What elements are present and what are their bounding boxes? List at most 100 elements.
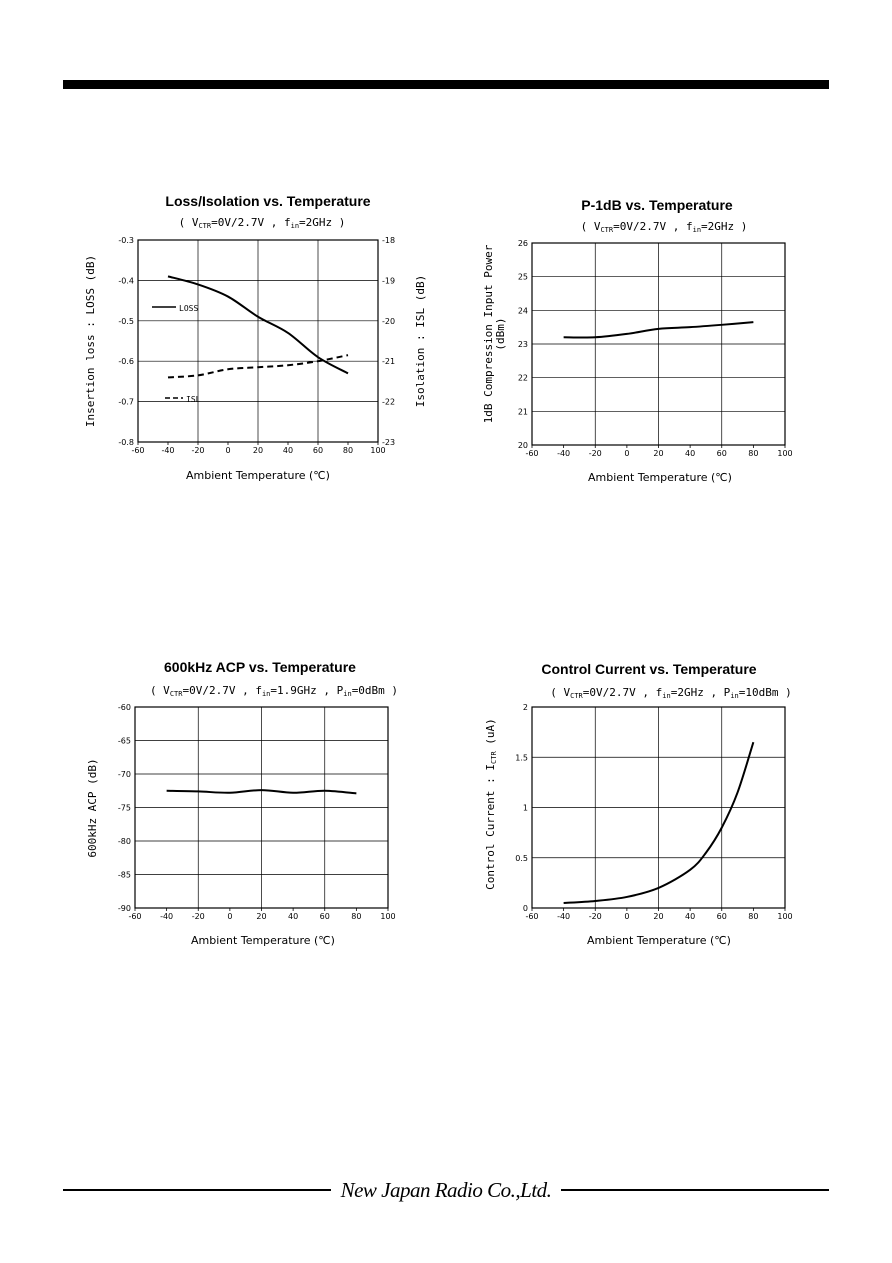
x-tick-label: 0 <box>225 446 230 455</box>
x-tick-label: -60 <box>128 912 141 921</box>
plot-area: -60 -40 -20 0 20 40 60 80 100 -60 -65 -70 -75 -80 -85 -… <box>118 703 396 921</box>
x-tick-label: 40 <box>288 912 298 921</box>
chart-loss-isolation: Loss/Isolation vs. Temperature ( VCTR=0V… <box>84 193 427 482</box>
x-tick-label: 0 <box>227 912 232 921</box>
plot-area: -60 -40 -20 0 20 40 60 80 100 26 25 24 23 22 21 20 <box>518 239 793 458</box>
x-tick-label: 80 <box>748 912 758 921</box>
x-tick-label: 0 <box>624 912 629 921</box>
y-tick-label: 26 <box>518 239 528 248</box>
chart-subtitle: ( VCTR=0V/2.7V , fin=1.9GHz , Pin=0dBm ) <box>150 684 398 698</box>
chart-title: Control Current vs. Temperature <box>541 661 756 677</box>
series-line-0 <box>563 321 754 339</box>
footer-rule-right <box>561 1189 829 1191</box>
chart-subtitle: ( VCTR=0V/2.7V , fin=2GHz , Pin=10dBm ) <box>550 686 791 700</box>
x-tick-label: 100 <box>777 449 792 458</box>
x-tick-label: -20 <box>589 912 602 921</box>
x-tick-label: 80 <box>748 449 758 458</box>
y-tick-label: 1.5 <box>515 753 528 762</box>
x-tick-label: 20 <box>253 446 263 455</box>
y2-tick-label: -22 <box>382 398 395 407</box>
y-tick-label: -90 <box>118 904 131 913</box>
x-tick-label: -20 <box>192 912 205 921</box>
x-axis-label: Ambient Temperature (℃) <box>588 471 732 484</box>
y2-axis-label: Isolation : ISL (dB) <box>414 275 427 407</box>
x-tick-label: 100 <box>370 446 385 455</box>
y-tick-label: -0.5 <box>118 317 134 326</box>
y-tick-label: -0.4 <box>118 276 134 285</box>
x-tick-label: 80 <box>343 446 353 455</box>
y2-tick-label: -21 <box>382 357 395 366</box>
y-tick-label: -0.7 <box>118 398 134 407</box>
y-tick-label: 24 <box>518 306 528 315</box>
chart-title: 600kHz ACP vs. Temperature <box>164 659 356 675</box>
y-tick-label: -0.6 <box>118 357 134 366</box>
x-tick-label: 60 <box>717 912 727 921</box>
y2-tick-label: -19 <box>382 276 395 285</box>
x-tick-label: 80 <box>351 912 361 921</box>
x-tick-label: -20 <box>589 449 602 458</box>
y2-tick-label: -23 <box>382 438 395 447</box>
x-axis-label: Ambient Temperature (℃) <box>191 934 335 947</box>
chart-acp: 600kHz ACP vs. Temperature ( VCTR=0V/2.7… <box>86 659 398 947</box>
header-rule <box>63 80 829 89</box>
x-tick-label: 100 <box>777 912 792 921</box>
y2-tick-label: -20 <box>382 317 395 326</box>
y-tick-label: -75 <box>118 804 131 813</box>
x-tick-label: 40 <box>685 449 695 458</box>
y-tick-label: -85 <box>118 871 131 880</box>
y-tick-label: 22 <box>518 374 528 383</box>
y-axis-label: 1dB Compression Input Power <box>482 244 495 423</box>
plot-area: -60 -40 -20 0 20 40 60 80 100 -0.3 -0.4 -0.5 -0.6 -0.… <box>118 236 395 455</box>
x-tick-label: 0 <box>624 449 629 458</box>
y-tick-label: 1 <box>523 804 528 813</box>
y-tick-label: 21 <box>518 407 528 416</box>
x-axis-label: Ambient Temperature (℃) <box>587 934 731 947</box>
x-tick-label: -60 <box>131 446 144 455</box>
x-tick-label: 60 <box>717 449 727 458</box>
series-line-0 <box>166 789 357 795</box>
x-tick-label: -40 <box>557 912 570 921</box>
series-line-loss <box>167 275 349 375</box>
y-axis-unit: (dBm) <box>494 317 507 350</box>
x-tick-label: -60 <box>525 449 538 458</box>
x-tick-label: -40 <box>161 446 174 455</box>
chart-subtitle: ( VCTR=0V/2.7V , fin=2GHz ) <box>581 220 748 234</box>
x-tick-label: -60 <box>525 912 538 921</box>
x-axis-label: Ambient Temperature (℃) <box>186 469 330 482</box>
x-tick-label: -20 <box>191 446 204 455</box>
company-logo-text: New Japan Radio Co.,Ltd. <box>340 1178 552 1202</box>
x-tick-label: 40 <box>283 446 293 455</box>
y-tick-label: 0 <box>523 904 528 913</box>
y-tick-label: 25 <box>518 273 528 282</box>
x-tick-label: 20 <box>653 449 663 458</box>
chart-p1db: P-1dB vs. Temperature ( VCTR=0V/2.7V , f… <box>482 197 793 484</box>
x-tick-label: -40 <box>557 449 570 458</box>
x-tick-label: 100 <box>380 912 395 921</box>
x-tick-label: 20 <box>653 912 663 921</box>
y-tick-label: -0.8 <box>118 438 134 447</box>
y-tick-label: 0.5 <box>515 854 528 863</box>
series-line-isl <box>167 354 349 379</box>
y-tick-label: -60 <box>118 703 131 712</box>
x-tick-label: -40 <box>160 912 173 921</box>
plot-area: -60 -40 -20 0 20 40 60 80 100 2 1.5 1 0.5 0 <box>515 703 792 921</box>
y-tick-label: 23 <box>518 340 528 349</box>
y-tick-label: -70 <box>118 770 131 779</box>
footer-rule-left <box>63 1189 331 1191</box>
series-line-0 <box>563 741 755 904</box>
chart-subtitle: ( VCTR=0V/2.7V , fin=2GHz ) <box>179 216 346 230</box>
legend-loss-label: LOSS <box>179 304 198 313</box>
chart-title: Loss/Isolation vs. Temperature <box>165 193 370 209</box>
x-tick-label: 40 <box>685 912 695 921</box>
chart-title: P-1dB vs. Temperature <box>581 197 733 213</box>
y-tick-label: 20 <box>518 441 528 450</box>
y-axis-label: Control Current : ICTR (uA) <box>484 718 498 890</box>
x-tick-label: 60 <box>313 446 323 455</box>
y-tick-label: 2 <box>523 703 528 712</box>
chart-control-current: Control Current vs. Temperature ( VCTR=0… <box>484 661 793 947</box>
legend-isl-label: ISL <box>186 395 201 404</box>
x-tick-label: 60 <box>320 912 330 921</box>
y-tick-label: -65 <box>118 737 131 746</box>
y-tick-label: -80 <box>118 837 131 846</box>
